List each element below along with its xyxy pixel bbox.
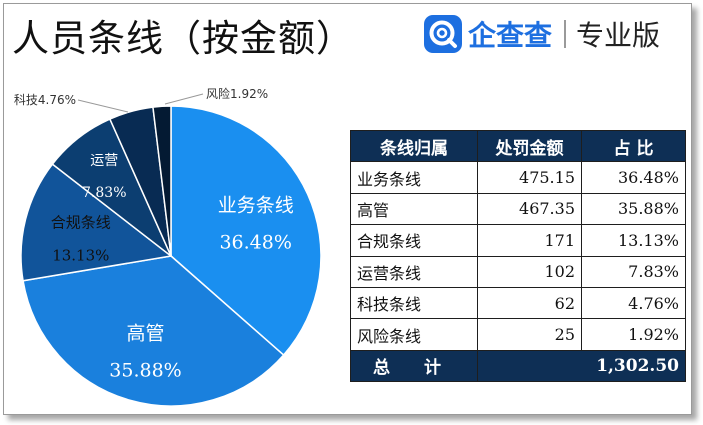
table-row: 合规条线 171 13.13% xyxy=(350,224,686,257)
pie-label-percent-1: 35.88% xyxy=(109,359,181,381)
row-share: 7.83% xyxy=(581,255,686,288)
brand-tag: 专业版 xyxy=(576,19,661,52)
row-name: 运营条线 xyxy=(350,255,478,288)
row-amount: 102 xyxy=(477,255,582,288)
row-share: 1.92% xyxy=(581,318,686,351)
pie-label-name-1: 高管 xyxy=(126,322,164,344)
pie-label-percent-3: 7.83% xyxy=(82,185,126,201)
pie-slice-5 xyxy=(152,105,172,257)
header-share: 占 比 xyxy=(581,129,686,163)
row-share: 36.48% xyxy=(581,161,686,194)
table-row: 业务条线 475.15 36.48% xyxy=(350,161,686,194)
row-name: 风险条线 xyxy=(350,318,478,351)
row-name: 高管 xyxy=(350,192,478,226)
row-name: 业务条线 xyxy=(350,161,478,194)
brand-block: 企查查 专业版 xyxy=(424,12,660,56)
row-share: 13.13% xyxy=(581,224,686,257)
table-row: 高管 467.35 35.88% xyxy=(350,192,686,226)
brand-name: 企查查 xyxy=(468,19,553,52)
pie-label-name-3: 运营 xyxy=(90,153,118,169)
row-amount: 25 xyxy=(477,318,582,351)
row-amount: 62 xyxy=(477,286,582,320)
pie-label-percent-2: 13.13% xyxy=(52,246,109,264)
pie-leader-line-4 xyxy=(77,99,129,113)
total-label: 总 计 xyxy=(350,349,478,383)
row-share: 4.76% xyxy=(581,286,686,320)
pie-slice-1 xyxy=(22,255,285,407)
table-header-row: 条线归属 处罚金额 占 比 xyxy=(350,129,686,163)
page-title: 人员条线（按金额） xyxy=(12,17,354,60)
pie-label-outside-4: 科技4.76% xyxy=(14,93,76,107)
pie-label-name-0: 业务条线 xyxy=(218,195,294,217)
row-amount: 171 xyxy=(477,224,582,257)
row-name: 科技条线 xyxy=(350,286,478,320)
table-row: 运营条线 102 7.83% xyxy=(350,255,686,288)
pie-slice-2 xyxy=(20,163,173,282)
row-amount: 475.15 xyxy=(477,161,582,194)
row-amount: 467.35 xyxy=(477,192,582,226)
table-row: 风险条线 25 1.92% xyxy=(350,318,686,351)
table-row: 科技条线 62 4.76% xyxy=(350,286,686,320)
total-value: 1,302.50 xyxy=(477,349,686,383)
pie-leader-line-5 xyxy=(164,93,204,105)
brand-logo-icon xyxy=(424,15,462,53)
row-share: 35.88% xyxy=(581,192,686,226)
header-amount: 处罚金额 xyxy=(477,129,582,163)
row-name: 合规条线 xyxy=(350,224,478,257)
pie-label-name-2: 合规条线 xyxy=(51,213,111,231)
pie-label-percent-0: 36.48% xyxy=(219,232,291,254)
pie-label-outside-5: 风险1.92% xyxy=(206,86,268,101)
pie-slice-0 xyxy=(170,105,322,357)
table-total-row: 总 计 1,302.50 xyxy=(350,349,686,383)
amount-table: 条线归属 处罚金额 占 比 业务条线 475.15 36.48% 高管 467.… xyxy=(350,129,686,383)
brand-divider xyxy=(564,20,567,48)
header-category: 条线归属 xyxy=(350,129,478,163)
